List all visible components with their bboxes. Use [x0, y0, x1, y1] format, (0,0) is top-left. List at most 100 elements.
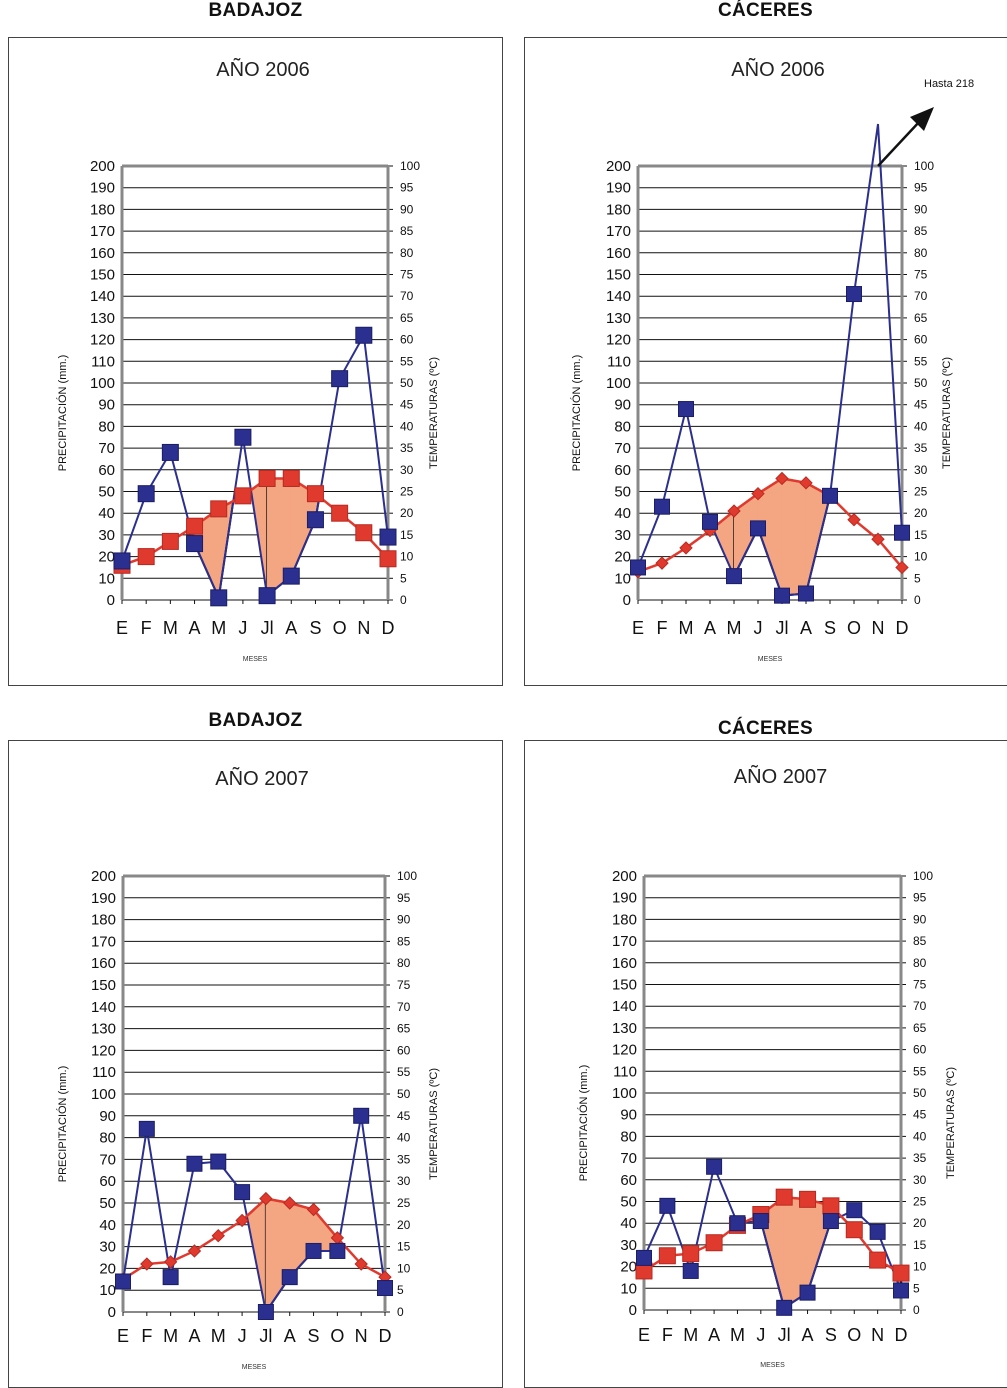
y2-tick-label: 75 — [913, 978, 927, 992]
y-tick-label: 200 — [606, 158, 631, 175]
x-tick-label: O — [333, 618, 347, 638]
y-tick-label: 160 — [91, 955, 116, 972]
y-tick-label: 110 — [613, 1063, 637, 1080]
x-tick-label: M — [163, 618, 178, 638]
y2-tick-label: 90 — [914, 202, 928, 216]
temperature-point — [656, 557, 668, 569]
x-tick-label: E — [632, 618, 644, 638]
x-tick-label: Jl — [261, 618, 274, 638]
y-tick-label: 130 — [606, 310, 631, 327]
y-tick-label: 100 — [91, 1086, 116, 1103]
y2-tick-label: 5 — [914, 571, 921, 585]
y-tick-label: 180 — [90, 201, 115, 218]
chart-title: AÑO 2006 — [216, 57, 309, 81]
y2-tick-label: 60 — [397, 1043, 411, 1057]
precipitation-point — [283, 568, 299, 584]
y2-tick-label: 25 — [914, 485, 928, 499]
temperature-point — [893, 1265, 909, 1281]
y-tick-label: 60 — [98, 462, 115, 479]
x-tick-label: M — [211, 618, 226, 638]
x-tick-label: F — [141, 1326, 152, 1346]
precipitation-point — [116, 1274, 131, 1289]
temperature-point — [706, 1235, 722, 1251]
y-tick-label: 10 — [98, 570, 115, 587]
x-tick-label: Jl — [776, 618, 789, 638]
y2-tick-label: 50 — [913, 1086, 927, 1100]
y-tick-label: 40 — [98, 505, 115, 522]
precipitation-point — [727, 569, 742, 584]
arid-period-group — [685, 1197, 901, 1308]
y-tick-label: 180 — [606, 201, 631, 218]
precipitation-point — [707, 1159, 722, 1174]
y2-tick-label: 50 — [397, 1087, 411, 1101]
y-tick-label: 0 — [107, 592, 115, 609]
climate-chart: AÑO 200601020304050607080901001101201301… — [9, 38, 502, 685]
temperature-point — [283, 470, 299, 486]
y-tick-label: 60 — [620, 1172, 637, 1189]
y-tick-label: 10 — [620, 1280, 637, 1297]
precipitation-point — [679, 402, 694, 417]
precipitation-point — [235, 1185, 250, 1200]
y2-axis-label: TEMPERATURAS (ºC) — [428, 357, 440, 469]
y2-tick-label: 65 — [913, 1021, 927, 1035]
x-tick-label: A — [284, 1326, 296, 1346]
city-title: BADAJOZ — [8, 710, 503, 732]
y-tick-label: 80 — [98, 418, 115, 435]
x-tick-label: J — [754, 618, 763, 638]
x-tick-label: M — [163, 1326, 178, 1346]
y-tick-label: 120 — [606, 332, 631, 349]
y-tick-label: 100 — [606, 375, 631, 392]
y2-tick-label: 30 — [400, 463, 414, 477]
y2-tick-label: 85 — [913, 934, 927, 948]
y-tick-label: 70 — [99, 1151, 116, 1168]
y2-tick-label: 0 — [400, 593, 407, 607]
precipitation-point — [799, 586, 814, 601]
temperature-point — [356, 525, 372, 541]
y2-tick-label: 65 — [397, 1022, 411, 1036]
precipitation-point — [823, 488, 838, 503]
y2-tick-label: 75 — [400, 268, 414, 282]
precipitation-point — [751, 521, 766, 536]
y2-tick-label: 10 — [913, 1260, 927, 1274]
precipitation-point — [847, 1203, 862, 1218]
y-tick-label: 90 — [98, 397, 115, 414]
precipitation-point — [307, 512, 323, 528]
x-tick-label: D — [382, 618, 395, 638]
annotation-label: Hasta 218 — [924, 78, 974, 90]
x-axis-label: MESES — [242, 1364, 267, 1371]
y2-tick-label: 65 — [914, 311, 928, 325]
temperature-point — [212, 1230, 224, 1242]
y2-axis-label: TEMPERATURAS (ºC) — [941, 357, 953, 469]
y-tick-label: 130 — [91, 1021, 116, 1038]
chart-title: AÑO 2006 — [731, 57, 824, 81]
y-tick-label: 80 — [620, 1128, 637, 1145]
precipitation-point — [187, 536, 203, 552]
y-tick-label: 200 — [612, 868, 637, 885]
y-tick-label: 170 — [612, 933, 637, 950]
y2-tick-label: 75 — [397, 978, 411, 992]
y2-tick-label: 85 — [400, 224, 414, 238]
x-tick-label: D — [896, 618, 909, 638]
y2-tick-label: 35 — [397, 1152, 411, 1166]
y-tick-label: 30 — [99, 1239, 116, 1256]
precipitation-point — [258, 1305, 273, 1320]
x-tick-label: S — [824, 618, 836, 638]
y2-axis-label: TEMPERATURAS (ºC) — [945, 1067, 957, 1179]
y-tick-label: 170 — [91, 933, 116, 950]
y-tick-label: 70 — [98, 440, 115, 457]
precipitation-point — [777, 1300, 792, 1315]
precipitation-point — [138, 486, 154, 502]
y2-tick-label: 70 — [913, 999, 927, 1013]
x-tick-label: A — [800, 618, 812, 638]
y-tick-label: 110 — [607, 353, 631, 370]
y2-tick-label: 20 — [400, 506, 414, 520]
x-tick-label: D — [895, 1325, 908, 1345]
y2-tick-label: 45 — [400, 398, 414, 412]
temperature-point — [332, 505, 348, 521]
precipitation-point — [703, 514, 718, 529]
y-tick-label: 110 — [91, 353, 115, 370]
x-tick-label: N — [872, 618, 885, 638]
temperature-point — [211, 501, 227, 517]
y-tick-label: 120 — [91, 1042, 116, 1059]
